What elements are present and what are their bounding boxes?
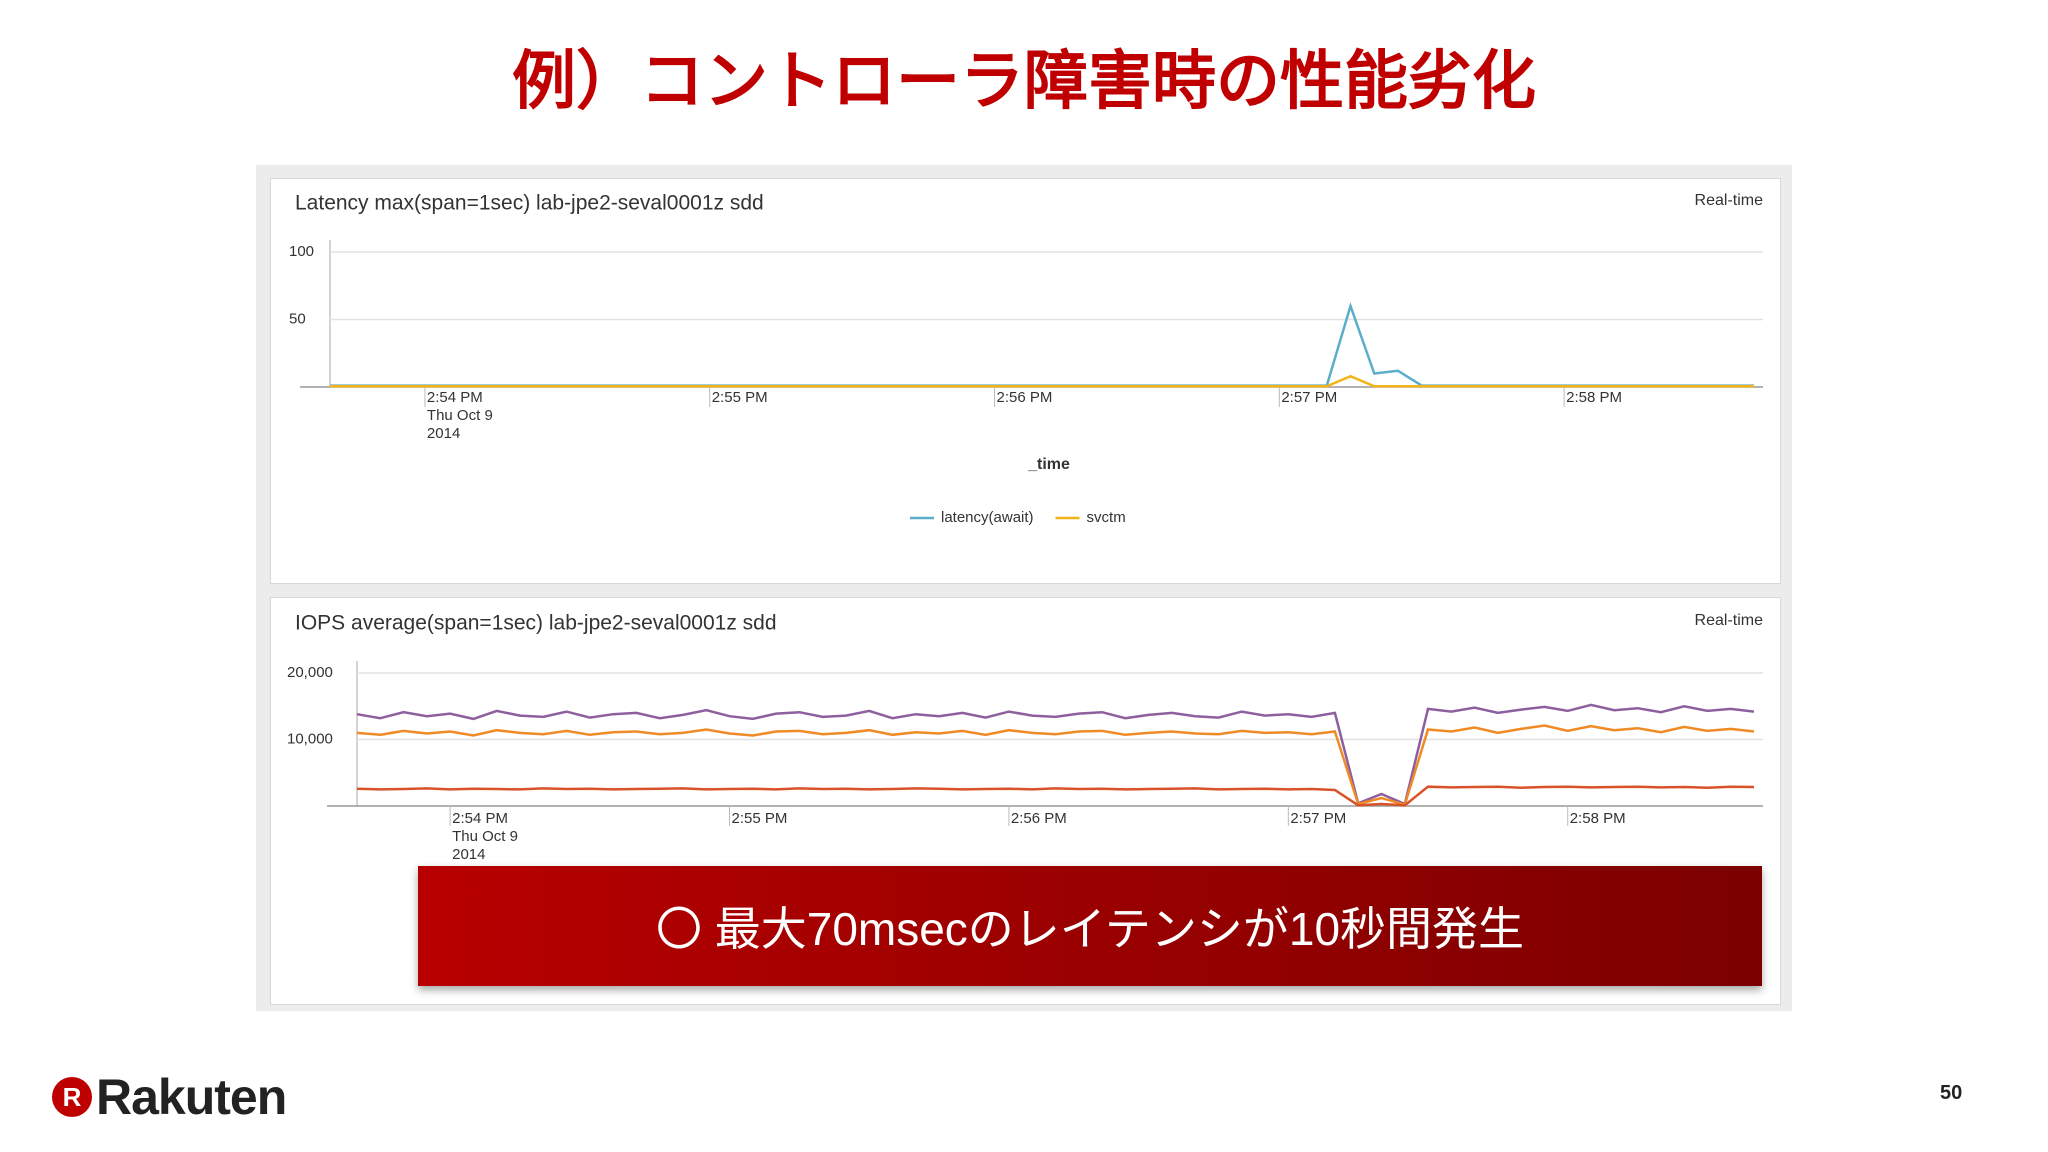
realtime-badge: Real-time	[1695, 192, 1764, 209]
slide-title: 例）コントローラ障害時の性能劣化	[512, 45, 1536, 117]
series-line	[330, 301, 1754, 387]
logo-mark: R	[52, 1077, 92, 1117]
x-tick-label: 2:56 PM	[997, 389, 1053, 406]
y-tick-label: 10,000	[287, 730, 333, 747]
x-tick-label: 2:57 PM	[1290, 810, 1346, 827]
x-tick-label: 2:54 PM	[427, 389, 483, 406]
y-tick-label: 50	[289, 310, 306, 327]
x-tick-label: 2:58 PM	[1566, 389, 1622, 406]
x-axis-title: _time	[1027, 456, 1070, 473]
x-tick-label: 2:54 PM	[452, 810, 508, 827]
chart-title: Latency max(span=1sec) lab-jpe2-seval000…	[295, 192, 764, 215]
legend-label: latency(await)	[941, 509, 1034, 526]
x-tick-sublabel: Thu Oct 9	[452, 828, 518, 845]
x-tick-label: 2:57 PM	[1281, 389, 1337, 406]
page-number: 50	[1940, 1082, 1963, 1104]
chart-title: IOPS average(span=1sec) lab-jpe2-seval00…	[295, 612, 777, 635]
series-line	[356, 703, 1755, 806]
x-tick-sublabel: Thu Oct 9	[427, 407, 493, 424]
x-tick-label: 2:55 PM	[712, 389, 768, 406]
x-tick-sublabel: 2014	[427, 425, 460, 442]
x-tick-sublabel: 2014	[452, 846, 485, 863]
x-tick-label: 2:58 PM	[1570, 810, 1626, 827]
legend-label: svctm	[1087, 509, 1126, 526]
chart-panel	[270, 178, 1781, 584]
x-tick-label: 2:55 PM	[732, 810, 788, 827]
logo-text: Rakuten	[96, 1069, 287, 1125]
series-line	[356, 785, 1755, 807]
y-tick-label: 100	[289, 243, 314, 260]
series-line	[356, 724, 1755, 807]
x-tick-label: 2:56 PM	[1011, 810, 1067, 827]
callout-banner: 〇 最大70msecのレイテンシが10秒間発生	[418, 866, 1762, 986]
realtime-badge: Real-time	[1695, 612, 1764, 629]
series-line	[330, 374, 1754, 388]
y-tick-label: 20,000	[287, 664, 333, 681]
logo: R Rakuten	[52, 1068, 287, 1126]
